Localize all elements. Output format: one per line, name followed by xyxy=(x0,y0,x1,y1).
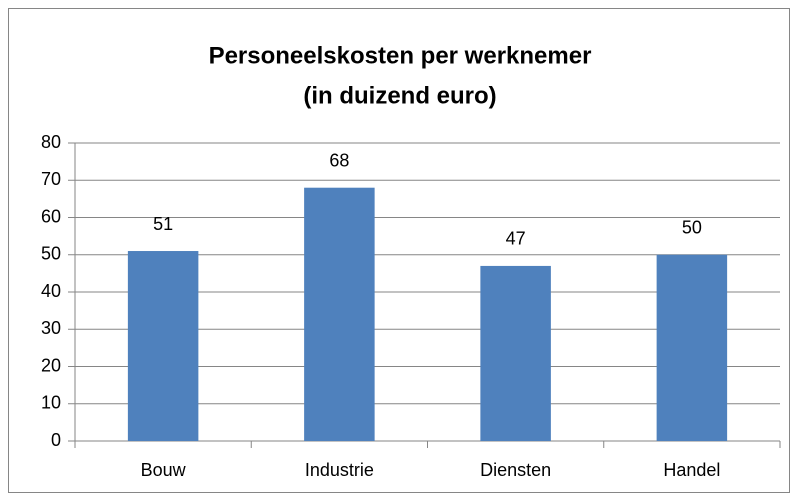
y-tick-label: 70 xyxy=(41,169,61,189)
x-tick-label: Handel xyxy=(663,460,720,480)
bar xyxy=(656,254,728,441)
data-label: 68 xyxy=(329,150,349,170)
chart-title: (in duizend euro) xyxy=(303,82,496,109)
y-tick-label: 40 xyxy=(41,281,61,301)
x-tick-label: Bouw xyxy=(141,460,187,480)
y-tick-label: 50 xyxy=(41,244,61,264)
y-tick-label: 20 xyxy=(41,355,61,375)
bar xyxy=(304,187,375,441)
y-tick-label: 60 xyxy=(41,206,61,226)
y-tick-label: 30 xyxy=(41,318,61,338)
bar xyxy=(480,265,551,441)
data-label: 50 xyxy=(682,218,702,238)
chart-title: Personeelskosten per werknemer xyxy=(209,42,592,69)
data-label: 47 xyxy=(506,229,526,249)
y-tick-label: 0 xyxy=(51,430,61,450)
x-tick-label: Industrie xyxy=(305,460,374,480)
data-label: 51 xyxy=(153,214,173,234)
y-tick-label: 80 xyxy=(41,132,61,152)
y-tick-label: 10 xyxy=(41,393,61,413)
x-tick-label: Diensten xyxy=(480,460,551,480)
bar xyxy=(127,251,199,441)
